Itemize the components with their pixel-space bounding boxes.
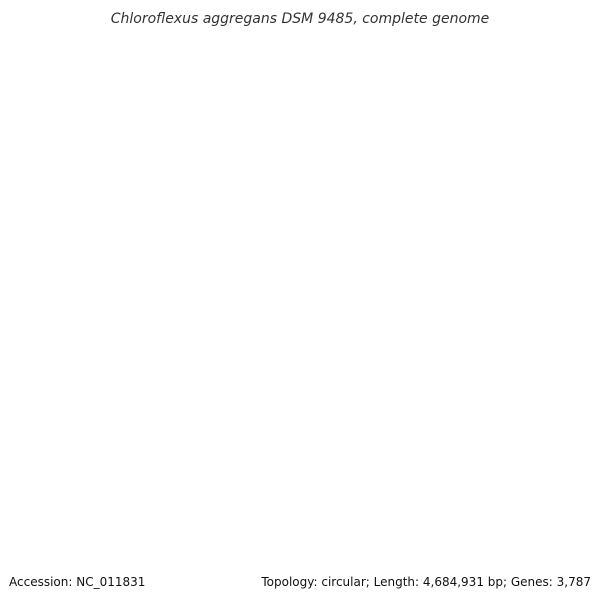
map-title: Chloroflexus aggregans DSM 9485, complet… bbox=[111, 11, 490, 27]
accession-text: Accession: NC_011831 bbox=[9, 575, 145, 589]
genome-summary-text: Topology: circular; Length: 4,684,931 bp… bbox=[260, 575, 591, 589]
